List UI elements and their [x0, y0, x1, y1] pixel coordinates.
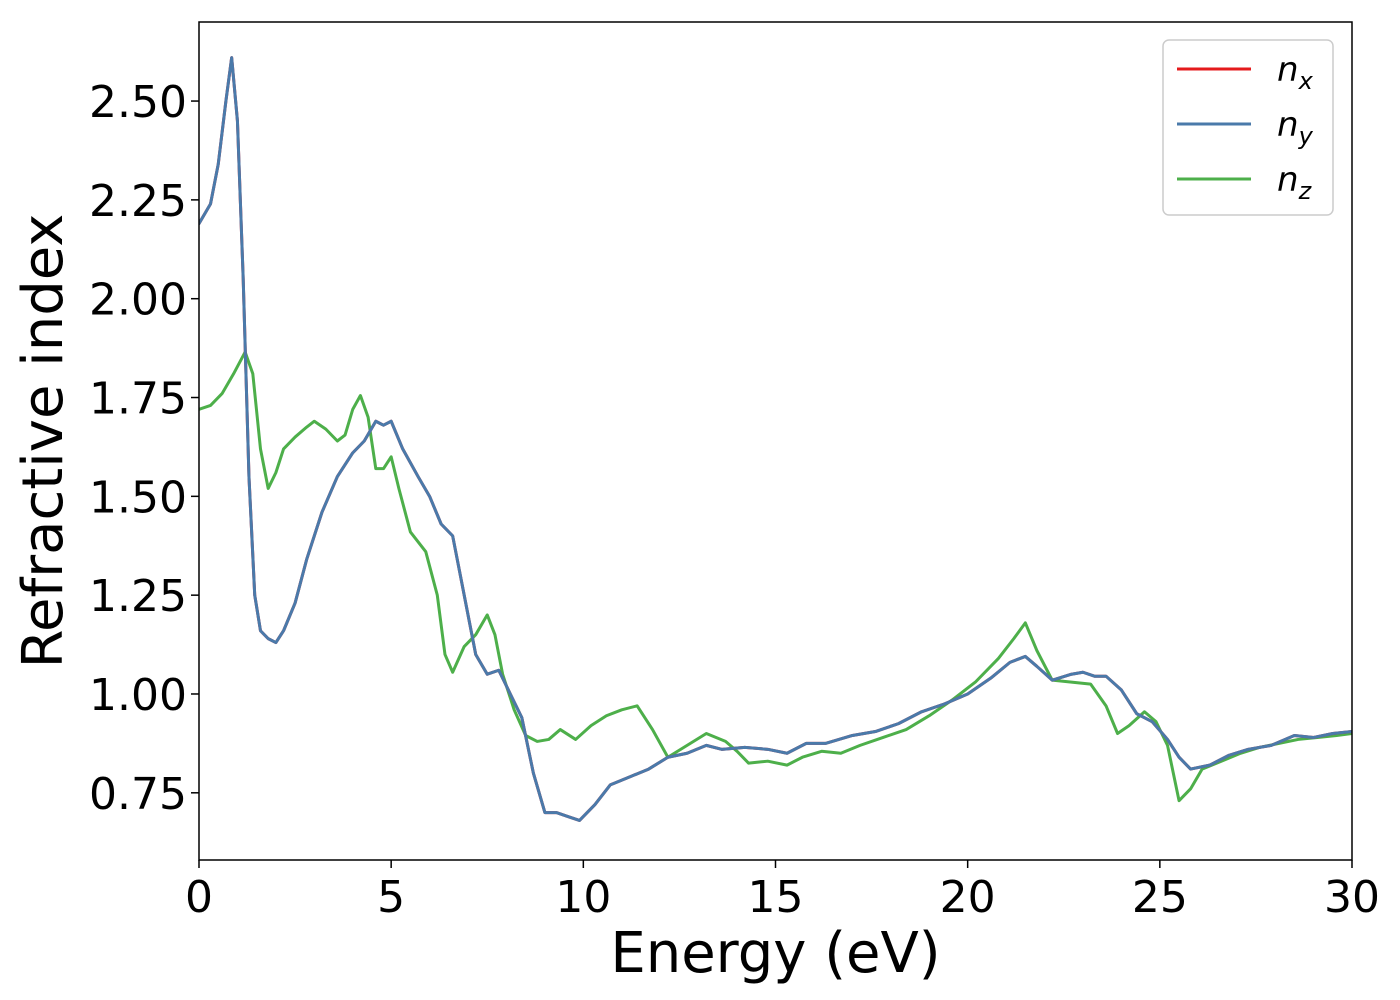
y-tick-label: 2.25	[89, 176, 187, 227]
x-tick-label: 15	[748, 872, 804, 923]
y-tick-label: 0.75	[89, 769, 187, 820]
x-tick-label: 0	[185, 872, 213, 923]
x-tick-label: 5	[377, 872, 405, 923]
y-axis-label: Refractive index	[11, 214, 76, 669]
x-tick-label: 10	[555, 872, 611, 923]
x-tick-label: 20	[940, 872, 996, 923]
x-tick-label: 25	[1132, 872, 1188, 923]
y-tick-label: 1.25	[89, 571, 187, 622]
y-tick-label: 1.00	[89, 670, 187, 721]
y-tick-label: 1.50	[89, 472, 187, 523]
x-tick-label: 30	[1324, 872, 1380, 923]
x-axis-label: Energy (eV)	[610, 921, 940, 986]
y-tick-label: 2.00	[89, 275, 187, 326]
y-tick-label: 1.75	[89, 374, 187, 425]
y-tick-label: 2.50	[89, 77, 187, 128]
